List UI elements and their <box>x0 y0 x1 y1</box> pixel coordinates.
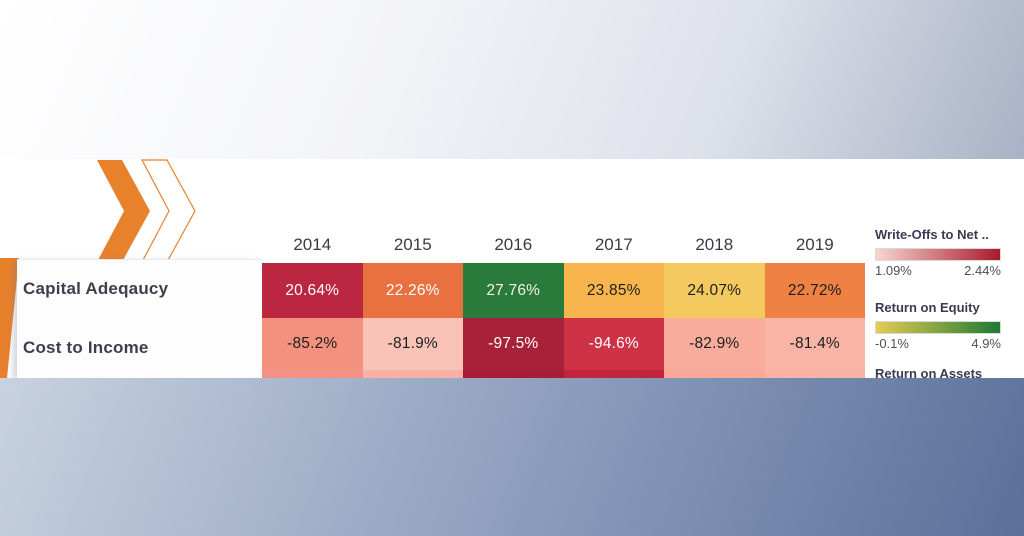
legend-write-offs[interactable]: Write-Offs to Net .. 1.09% 2.44% <box>875 227 1010 279</box>
decor-shapes <box>0 159 196 378</box>
heatmap-partial-cell-2016[interactable] <box>463 370 564 378</box>
chevron-filled-icon <box>97 160 150 262</box>
legend-gradient-bar[interactable] <box>875 248 1001 261</box>
legend-return-on-equity[interactable]: Return on Equity -0.1% 4.9% <box>875 300 1010 352</box>
heatmap-grid: 20.64% 22.26% 27.76% 23.85% 24.07% 22.72… <box>262 263 865 378</box>
legend-title: Write-Offs to Net .. <box>875 227 989 242</box>
row-label-capital-adequacy[interactable]: Capital Adeqaucy <box>23 279 169 299</box>
heatmap-cell-cost-2014[interactable]: -85.2% <box>262 318 363 370</box>
heatmap-partial-cell-2018[interactable] <box>664 370 765 378</box>
year-header-2017[interactable]: 2017 <box>594 235 633 254</box>
legend-range-labels: -0.1% 4.9% <box>875 336 1001 352</box>
heatmap-cell-cost-2019[interactable]: -81.4% <box>764 318 865 370</box>
year-header-2016[interactable]: 2016 <box>494 235 533 254</box>
legend-return-on-assets[interactable]: Return on Assets <box>875 366 1010 378</box>
heatmap-cell-capital-2016[interactable]: 27.76% <box>463 263 564 318</box>
bottom-decor-band <box>0 378 1024 536</box>
legend-range-labels: 1.09% 2.44% <box>875 263 1001 279</box>
heatmap-cell-cost-2018[interactable]: -82.9% <box>664 318 765 370</box>
legend-max-label: 2.44% <box>964 263 1001 278</box>
legend-min-label: 1.09% <box>875 263 912 278</box>
legend-title: Return on Equity <box>875 300 980 315</box>
heatmap-cell-cost-2017[interactable]: -94.6% <box>563 318 664 370</box>
year-header-2014[interactable]: 2014 <box>293 235 332 254</box>
legend-title: Return on Assets <box>875 366 983 378</box>
legend-gradient-bar[interactable] <box>875 321 1001 334</box>
heatmap-cell-capital-2015[interactable]: 22.26% <box>362 263 463 318</box>
content-band: 2014 2015 2016 2017 2018 2019 Capital Ad… <box>0 159 1024 378</box>
legend-min-label: -0.1% <box>875 336 909 351</box>
heatmap-cell-capital-2014[interactable]: 20.64% <box>262 263 363 318</box>
legend-panel: Write-Offs to Net .. 1.09% 2.44% Return … <box>875 227 1010 378</box>
heatmap-cell-cost-2016[interactable]: -97.5% <box>463 318 564 370</box>
heatmap-partial-cell-2019[interactable] <box>764 370 865 378</box>
heatmap-partial-cell-2015[interactable] <box>362 370 463 378</box>
heatmap-partial-cell-2014[interactable] <box>262 370 363 378</box>
accent-stripe <box>0 258 19 378</box>
row-label-panel: Capital Adeqaucy Cost to Income <box>17 259 262 378</box>
heatmap-cell-capital-2019[interactable]: 22.72% <box>764 263 865 318</box>
heatmap-cell-cost-2015[interactable]: -81.9% <box>362 318 463 370</box>
legend-max-label: 4.9% <box>971 336 1001 351</box>
year-header-2018[interactable]: 2018 <box>695 235 734 254</box>
year-header-2015[interactable]: 2015 <box>393 235 432 254</box>
year-header-2019[interactable]: 2019 <box>795 235 834 254</box>
heatmap-partial-cell-2017[interactable] <box>563 370 664 378</box>
heatmap-cell-capital-2018[interactable]: 24.07% <box>664 263 765 318</box>
heatmap-cell-capital-2017[interactable]: 23.85% <box>563 263 664 318</box>
year-header-row: 2014 2015 2016 2017 2018 2019 <box>262 233 865 257</box>
top-decor-band <box>0 0 1024 159</box>
row-label-cost-to-income[interactable]: Cost to Income <box>23 338 149 358</box>
